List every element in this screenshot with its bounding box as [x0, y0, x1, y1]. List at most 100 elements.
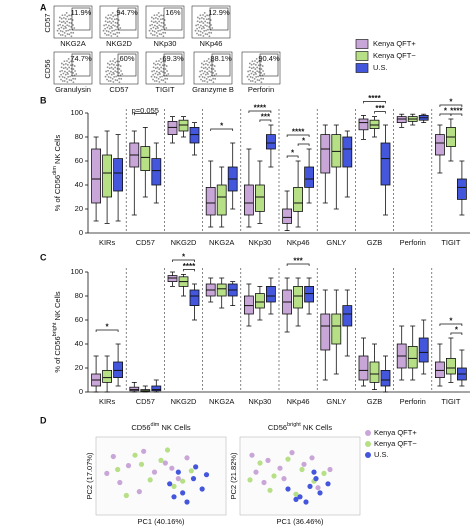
flow-event — [162, 14, 165, 17]
flow-event — [158, 81, 161, 83]
point — [104, 470, 110, 476]
y-axis-label: % of CD56bright NK Cells — [52, 291, 62, 373]
flow-event — [72, 60, 75, 63]
flow-event — [156, 22, 159, 24]
panel-letter: D — [40, 415, 47, 425]
box — [189, 127, 200, 144]
flow-event — [67, 76, 70, 78]
chart-title-rest: NK Cells — [301, 423, 333, 432]
flow-event — [119, 65, 122, 67]
flow-event — [206, 21, 209, 24]
point — [289, 450, 295, 456]
flow-event — [66, 64, 69, 66]
point — [307, 483, 313, 489]
flow-event — [200, 66, 203, 69]
flow-event — [212, 68, 215, 70]
flow-event — [208, 61, 211, 64]
flow-event — [205, 77, 208, 80]
flow-event — [207, 18, 210, 20]
flow-event — [201, 69, 204, 72]
flow-event — [107, 30, 110, 33]
flow-event — [118, 81, 121, 84]
flow-event — [151, 30, 154, 32]
flow-event — [196, 16, 199, 19]
flow-event — [61, 30, 64, 33]
x-tick-label: NKG2A — [209, 238, 234, 247]
flow-event — [206, 25, 208, 27]
point — [184, 499, 190, 505]
flow-event — [71, 64, 74, 66]
point — [167, 481, 173, 487]
box — [102, 154, 112, 198]
flow-event — [70, 35, 73, 38]
flow-event — [199, 34, 202, 36]
flow-event — [164, 77, 167, 80]
flow-event — [112, 33, 115, 35]
flow-event — [112, 15, 115, 18]
flow-event — [152, 73, 155, 76]
flow-event — [164, 24, 166, 26]
flow-event — [62, 67, 65, 70]
flow-event — [104, 16, 107, 19]
flow-event — [116, 35, 119, 38]
flow-event — [67, 29, 70, 32]
flow-event — [67, 73, 69, 75]
flow-event — [58, 75, 61, 78]
point — [171, 494, 177, 500]
chart-title-sup: dim — [151, 422, 160, 428]
panel-letter: C — [40, 252, 47, 262]
flow-percent: 69.3% — [162, 54, 184, 63]
box — [342, 305, 353, 327]
flow-event — [150, 20, 153, 23]
box — [216, 184, 227, 216]
flow-event — [210, 79, 213, 82]
flow-event — [60, 21, 63, 24]
flow-event — [160, 61, 163, 64]
point — [271, 473, 277, 479]
flow-event — [72, 68, 75, 70]
flow-event — [69, 75, 72, 78]
flow-event — [70, 60, 73, 63]
flow-event — [68, 21, 71, 24]
flow-percent: 94.7% — [116, 8, 138, 17]
flow-event — [68, 14, 71, 17]
y-tick-label: 0 — [79, 228, 83, 237]
point — [110, 453, 116, 460]
y-axis-label-rest: NK Cells — [53, 291, 62, 323]
significance: * — [291, 149, 295, 158]
flow-event — [159, 18, 162, 21]
point — [293, 491, 299, 497]
flow-event — [205, 29, 208, 32]
flow-event — [110, 35, 113, 37]
flow-event — [203, 12, 206, 14]
flow-gate — [71, 53, 91, 77]
flow-event — [208, 14, 211, 17]
flow-event — [200, 78, 202, 81]
flow-event — [152, 62, 155, 65]
legend-label: Kenya QFT+ — [373, 39, 416, 48]
flow-event — [73, 27, 76, 29]
flow-event — [198, 17, 201, 20]
point — [247, 477, 253, 483]
flow-event — [155, 80, 158, 82]
flow-event — [254, 68, 257, 70]
flow-event — [249, 69, 252, 72]
legend-swatch — [355, 51, 369, 61]
flow-event — [159, 73, 161, 75]
flow-event — [154, 17, 157, 19]
y-tick-label: 80 — [75, 291, 83, 300]
flow-event — [60, 66, 63, 69]
flow-event — [59, 34, 62, 36]
flow-event — [207, 28, 209, 31]
flow-event — [72, 31, 75, 34]
flow-event — [66, 68, 69, 70]
flow-event — [156, 25, 159, 28]
y-axis-label-main: % of CD56 — [53, 336, 62, 372]
box — [358, 355, 369, 381]
flow-event — [75, 73, 78, 75]
flow-event — [106, 26, 109, 29]
flow-event — [152, 21, 155, 24]
flow-event — [60, 78, 62, 81]
flow-event — [212, 72, 214, 74]
flow-event — [206, 71, 209, 74]
